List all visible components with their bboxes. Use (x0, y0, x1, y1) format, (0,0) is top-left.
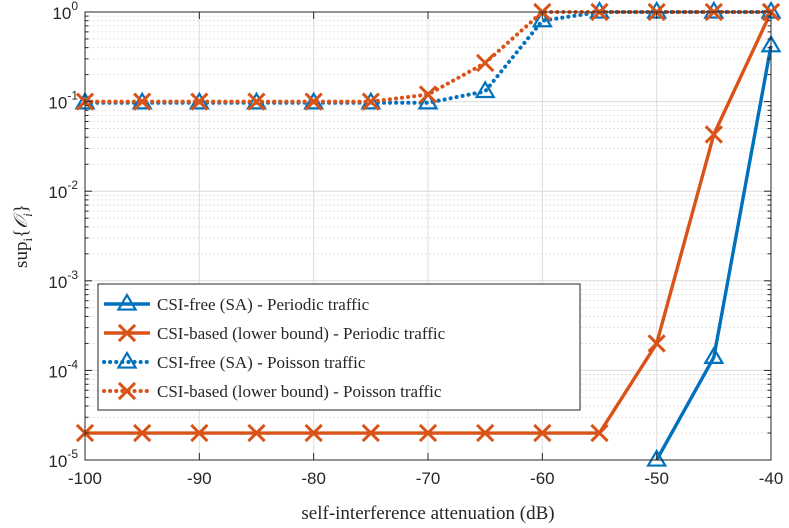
x-tick-label: -90 (187, 469, 212, 488)
data-point-x (361, 423, 380, 443)
legend-item: CSI-free (SA) - Periodic traffic (104, 292, 370, 314)
y-label-sub: i (20, 238, 35, 242)
y-axis-label: supi{𝒪i} (11, 204, 35, 268)
data-point-x (533, 423, 552, 443)
data-point-x (647, 334, 666, 353)
data-point-x (418, 85, 438, 104)
series-layer (74, 0, 782, 467)
legend-item: CSI-free (SA) - Poisson traffic (102, 350, 366, 372)
data-point-x (247, 423, 266, 443)
y-tick-label: 10-5 (48, 447, 78, 471)
legend-label: CSI-based (lower bound) - Periodic traff… (157, 324, 446, 343)
data-point-x (133, 423, 152, 443)
legend-label: CSI-free (SA) - Periodic traffic (157, 295, 370, 314)
y-tick-label: 10-3 (48, 268, 78, 292)
y-tick-base: 10 (48, 183, 67, 202)
data-point-x (133, 92, 152, 111)
y-tick-base: 10 (52, 4, 71, 23)
y-tick-exponent: 0 (71, 0, 78, 13)
ticks-layer (84, 11, 772, 461)
data-point-triangle (417, 91, 439, 110)
legend-item: CSI-based (lower bound) - Poisson traffi… (102, 381, 442, 401)
data-point-x (418, 423, 438, 443)
data-point-x (247, 92, 266, 111)
y-tick-base: 10 (48, 94, 67, 113)
data-point-x (361, 92, 380, 111)
x-axis-label: self-interference attenuation (dB) (301, 503, 554, 524)
y-label-brace-close: } (11, 204, 32, 213)
data-point-triangle (474, 80, 496, 99)
legend-box (97, 283, 581, 411)
y-tick-exponent: -1 (67, 89, 78, 103)
y-tick-label: 10-1 (48, 89, 78, 113)
y-tick-label: 10-4 (48, 357, 78, 381)
y-tick-exponent: -2 (67, 178, 78, 192)
y-label-sup: sup (11, 242, 32, 268)
y-tick-exponent: -4 (67, 357, 78, 371)
svg-text:supi{𝒪i}: supi{𝒪i} (11, 204, 35, 268)
data-point-x (117, 381, 137, 401)
legend-label: CSI-based (lower bound) - Poisson traffi… (157, 382, 442, 401)
legend-label: CSI-free (SA) - Poisson traffic (157, 353, 366, 372)
data-point-triangle (646, 448, 668, 467)
y-tick-label: 100 (52, 0, 78, 23)
x-tick-label: -80 (301, 469, 326, 488)
series-line (655, 45, 773, 461)
x-tick-labels: -100 -90 -80 -70 -60 -50 -40 (68, 469, 783, 488)
data-point-x (590, 423, 609, 443)
data-point-x (476, 53, 495, 73)
x-tick-label: -60 (530, 469, 555, 488)
data-point-x (304, 423, 323, 443)
legend: CSI-free (SA) - Periodic traffic CSI-base… (97, 283, 581, 411)
data-point-triangle (589, 0, 610, 19)
legend-item: CSI-based (lower bound) - Periodic traff… (104, 323, 446, 343)
data-point-x (190, 92, 209, 111)
data-point-triangle (116, 292, 138, 311)
series-csi-free-sa-periodic-traffic (646, 34, 782, 467)
y-tick-base: 10 (48, 362, 67, 381)
data-point-x (304, 92, 323, 111)
y-tick-exponent: -3 (67, 268, 78, 282)
x-tick-label: -100 (68, 469, 102, 488)
data-point-x (704, 125, 723, 144)
data-point-triangle (116, 350, 138, 369)
x-tick-label: -40 (759, 469, 784, 488)
x-tick-label: -50 (644, 469, 669, 488)
y-tick-base: 10 (48, 273, 67, 292)
data-point-triangle (531, 9, 553, 28)
legend-items: CSI-free (SA) - Periodic traffic CSI-base… (102, 292, 446, 401)
y-tick-base: 10 (48, 452, 67, 471)
y-tick-label: 10-2 (48, 178, 78, 202)
data-point-triangle (703, 346, 725, 364)
x-tick-label: -70 (416, 469, 441, 488)
data-point-x (117, 323, 137, 343)
y-label-symbol-sub: i (20, 213, 35, 217)
data-point-x (476, 423, 495, 443)
y-label-brace-open: { (11, 229, 32, 238)
data-point-x (190, 423, 209, 443)
y-tick-exponent: -5 (67, 447, 78, 461)
